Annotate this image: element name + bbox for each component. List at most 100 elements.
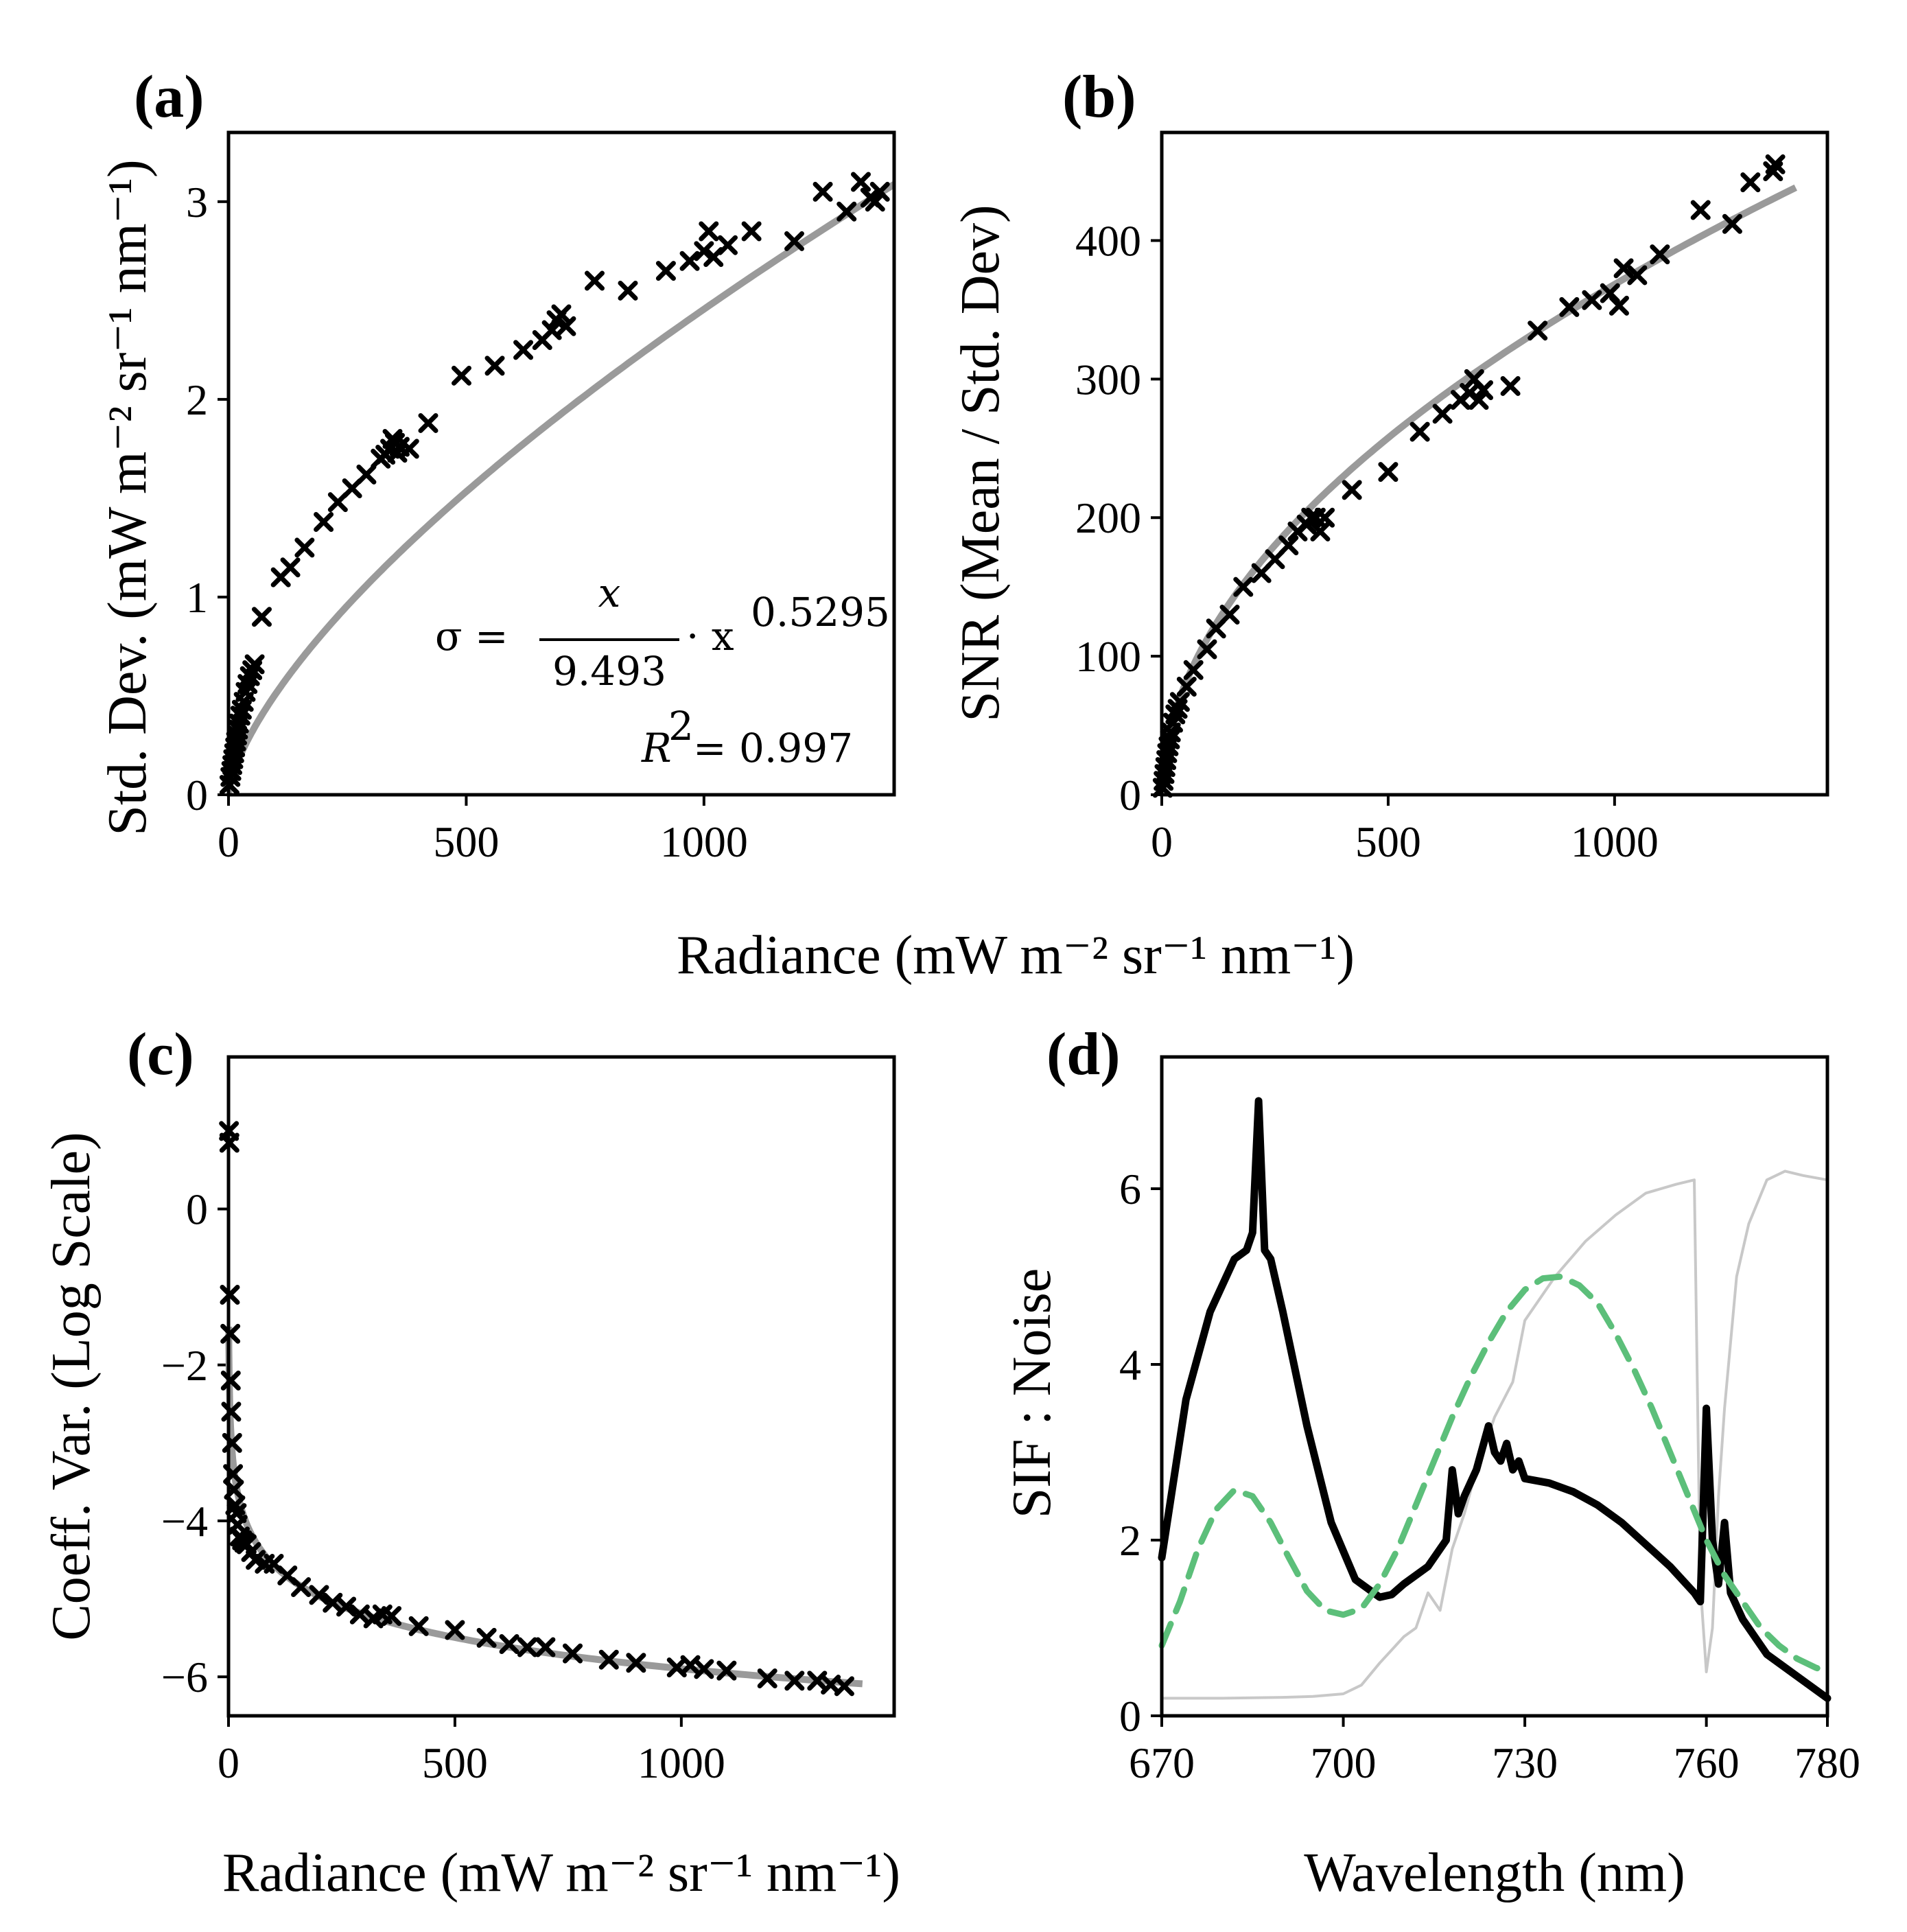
panel-d-xtick-label: 670 xyxy=(1129,1738,1195,1787)
panel-a-frame xyxy=(226,130,896,797)
panel-d-xtick-label: 700 xyxy=(1311,1738,1377,1787)
panel-b-point xyxy=(1183,660,1204,680)
equation-lhs: σ = xyxy=(435,613,508,660)
panel-a-ticks: 0 500 1000 0 1 2 3 xyxy=(186,178,748,866)
panel-b-point xyxy=(1528,321,1548,341)
panel-c-point xyxy=(221,1401,242,1422)
panel-a-point xyxy=(556,316,576,336)
panel-a-point xyxy=(252,607,272,627)
r2-prefix: R xyxy=(641,725,672,771)
panel-b-ytick-label: 400 xyxy=(1075,216,1141,265)
panel-c-point xyxy=(220,1370,241,1390)
panel-b-ytick-label: 0 xyxy=(1119,771,1141,819)
panel-b-point xyxy=(1765,154,1786,174)
panel-a-point xyxy=(812,181,833,202)
panel-a-point xyxy=(699,221,719,242)
panel-d-xlabel: Wavelength (nm) xyxy=(1304,1843,1685,1903)
panel-b-fit xyxy=(1158,184,1798,788)
panel-a-point xyxy=(679,251,700,271)
panel-b-point xyxy=(1176,677,1197,697)
panel-c-xtick-label: 500 xyxy=(422,1738,488,1787)
panel-d-lines xyxy=(1158,1097,1832,1702)
panel-b-point xyxy=(1278,535,1299,556)
panel-d-ticks: 670 700 730 760 780 0 2 4 6 xyxy=(1119,1165,1860,1787)
panel-a-point xyxy=(655,261,676,281)
panel-a-ytick-label: 0 xyxy=(186,771,208,819)
panel-a-point xyxy=(418,412,438,433)
panel-b-point xyxy=(1378,462,1399,482)
panel-d-ytick-label: 4 xyxy=(1119,1340,1141,1389)
panel-b-point xyxy=(1740,172,1761,193)
panel-a-point xyxy=(865,191,885,212)
shared-xlabel: Radiance (mW m⁻² sr⁻¹ nm⁻¹) xyxy=(677,925,1355,986)
panel-c-point xyxy=(309,1585,329,1605)
panel-c: (c) 0 500 1000 0 −2 −4 −6 Coeff. Var. (Log Sca… xyxy=(41,1021,900,1903)
panel-a-point xyxy=(399,439,419,459)
panel-c-fit xyxy=(225,1326,863,1688)
panel-b-ticks: 0 500 1000 0 100 200 300 400 xyxy=(1075,216,1659,866)
panel-c-ticks: 0 500 1000 0 −2 −4 −6 xyxy=(161,1185,725,1787)
panel-c-point xyxy=(626,1653,646,1673)
panel-c-ylabel: Coeff. Var. (Log Scale) xyxy=(41,1132,102,1640)
panel-a-ytick-label: 2 xyxy=(186,375,208,424)
panel-c-point xyxy=(757,1668,777,1688)
panel-b-point xyxy=(1233,577,1254,597)
panel-c-ytick-label: −4 xyxy=(161,1497,208,1546)
panel-b-point xyxy=(1219,605,1240,625)
r2-value: = 0.997 xyxy=(693,725,853,771)
panel-b-fit-line xyxy=(1158,184,1798,788)
panel-b-point xyxy=(1600,283,1620,303)
sif-noise-line xyxy=(1158,1097,1832,1702)
panel-a-point xyxy=(836,201,857,222)
panel-b-frame xyxy=(1160,130,1829,797)
panel-a-point xyxy=(851,172,871,192)
equation-exponent: 0.5295 xyxy=(751,589,890,636)
panel-a-xtick-label: 1000 xyxy=(660,817,748,866)
panel-c-point xyxy=(834,1676,854,1697)
panel-c-point xyxy=(408,1616,429,1636)
panel-a-point xyxy=(280,557,301,578)
panel-b-point xyxy=(1582,290,1602,310)
panel-a-point xyxy=(356,464,377,485)
panel-b-point xyxy=(1301,507,1322,528)
panel-a-point xyxy=(585,270,605,291)
panel-b-point xyxy=(1608,295,1629,316)
panel-c-point xyxy=(562,1643,583,1664)
panel-d-ytick-label: 0 xyxy=(1119,1692,1141,1741)
panel-a-ytick-label: 1 xyxy=(186,573,208,622)
panel-a-point xyxy=(513,340,534,360)
panel-c-point xyxy=(220,1323,241,1344)
panel-a-point xyxy=(618,280,638,301)
panel-b-ylabel: SNR (Mean / Std. Dev) xyxy=(950,205,1011,721)
panel-b-point xyxy=(1473,380,1493,401)
panel-a-equation: σ = x 9.493 · x 0.5295 R 2 = 0.997 xyxy=(435,570,890,771)
panel-b-point xyxy=(1650,244,1670,265)
panel-d-ytick-label: 6 xyxy=(1119,1165,1141,1213)
panel-c-xtick-label: 1000 xyxy=(637,1738,725,1787)
panel-a-point xyxy=(869,181,890,202)
panel-d-ylabel: SIF : Noise xyxy=(1002,1268,1062,1519)
panel-c-point xyxy=(784,1671,805,1691)
radiance-spectrum-line xyxy=(1160,1169,1829,1700)
panel-a-point xyxy=(452,365,471,386)
panel-b-letter: (b) xyxy=(1062,64,1136,130)
panel-a-xtick-label: 500 xyxy=(433,817,499,866)
panel-a-fit xyxy=(225,181,896,795)
panel-d-xtick-label: 780 xyxy=(1794,1738,1860,1787)
panel-c-points xyxy=(219,1121,854,1697)
panel-a-point xyxy=(294,537,315,558)
panel-c-xtick-label: 0 xyxy=(218,1738,239,1787)
panel-a-xtick-label: 0 xyxy=(218,817,239,866)
panel-c-ytick-label: −2 xyxy=(161,1341,208,1390)
panel-b-xtick-label: 0 xyxy=(1151,817,1173,866)
panel-a-points xyxy=(219,172,890,795)
panel-b-point xyxy=(1409,421,1430,442)
panel-c-point xyxy=(291,1577,312,1598)
panel-b-points xyxy=(1152,154,1786,798)
panel-c-frame xyxy=(226,1055,896,1718)
panel-b-xtick-label: 1000 xyxy=(1571,817,1659,866)
panel-c-point xyxy=(517,1637,538,1657)
panel-b: (b) 0 500 1000 0 100 200 300 400 SNR (Mean / St… xyxy=(950,64,1829,866)
panel-a-point xyxy=(741,221,762,242)
